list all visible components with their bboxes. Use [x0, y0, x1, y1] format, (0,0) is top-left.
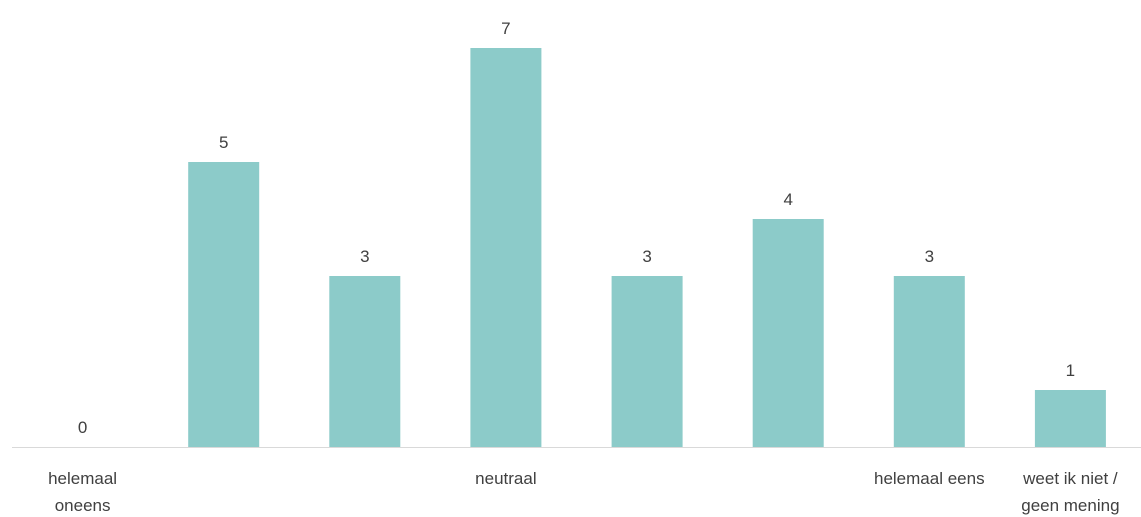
category-label-3: neutraal — [475, 469, 536, 488]
category-label-7: weet ik niet / geen mening — [1021, 469, 1119, 515]
data-label-2: 3 — [360, 247, 369, 266]
data-label-5: 4 — [783, 190, 792, 209]
category-labels-group: helemaal oneens neutraal helemaal eens weet … — [48, 469, 1119, 515]
data-label-1: 5 — [219, 133, 228, 152]
category-label-line: geen mening — [1021, 496, 1119, 515]
data-label-4: 3 — [642, 247, 651, 266]
bar-5 — [752, 219, 824, 447]
category-label-0: helemaal oneens — [48, 469, 117, 515]
bar-7 — [1034, 390, 1106, 447]
category-label-6: helemaal eens — [874, 469, 985, 488]
category-label-line: weet ik niet / — [1022, 469, 1118, 488]
bar-6 — [893, 276, 965, 447]
bar-1 — [188, 162, 260, 447]
data-label-6: 3 — [925, 247, 934, 266]
bar-2 — [329, 276, 401, 447]
data-labels-group: 0 5 3 7 3 4 3 1 — [78, 19, 1075, 437]
category-label-line: oneens — [55, 496, 111, 515]
data-label-7: 1 — [1066, 361, 1075, 380]
category-label-line: neutraal — [475, 469, 536, 488]
data-label-0: 0 — [78, 418, 87, 437]
bar-4 — [611, 276, 683, 447]
bar-3 — [470, 48, 542, 447]
category-label-line: helemaal eens — [874, 469, 985, 488]
category-label-line: helemaal — [48, 469, 117, 488]
data-label-3: 7 — [501, 19, 510, 38]
bars-group — [188, 48, 1106, 447]
